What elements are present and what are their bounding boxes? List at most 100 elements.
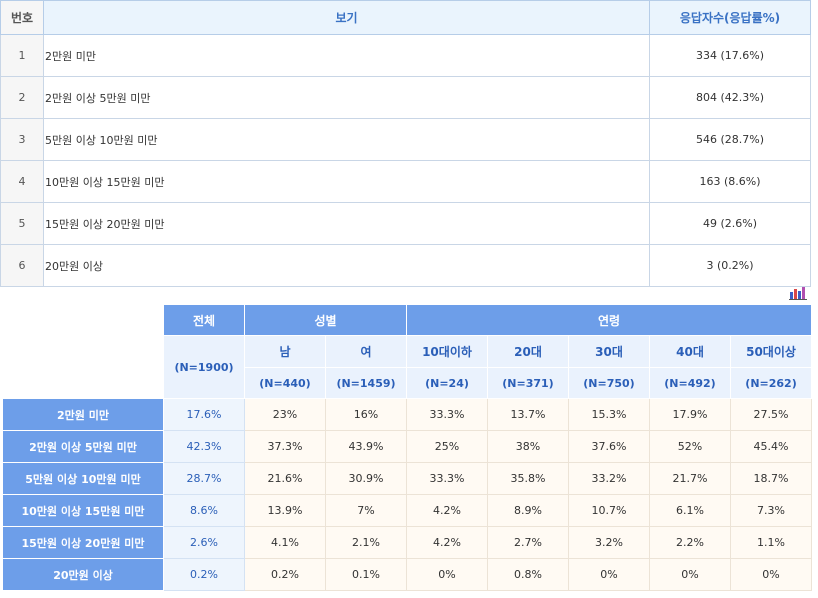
answer-table: 번호 보기 응답자수(응답률%) 1 2만원 미만 334 (17.6%) 2 … xyxy=(0,0,811,287)
cell-value: 21.7% xyxy=(649,462,731,495)
row-label: 5만원 이상 10만원 미만 xyxy=(2,462,164,495)
header-n: (N=1459) xyxy=(325,367,407,399)
row-number: 6 xyxy=(0,244,44,287)
row-label: 20만원 이상 xyxy=(2,558,164,591)
row-total: 28.7% xyxy=(163,462,245,495)
row-total: 42.3% xyxy=(163,430,245,463)
cell-value: 0% xyxy=(729,558,813,591)
row-total: 17.6% xyxy=(163,398,245,431)
header-male: 남 xyxy=(244,335,326,368)
cell-value: 21.6% xyxy=(244,462,326,495)
cell-value: 33.2% xyxy=(568,462,650,495)
row-count: 546 (28.7%) xyxy=(649,118,811,161)
cell-value: 4.2% xyxy=(406,494,488,527)
row-number: 1 xyxy=(0,34,44,77)
cell-value: 16% xyxy=(325,398,407,431)
row-count: 334 (17.6%) xyxy=(649,34,811,77)
cell-value: 35.8% xyxy=(487,462,569,495)
header-n: (N=371) xyxy=(487,367,569,399)
header-age-40s: 40대 xyxy=(649,335,731,368)
cell-value: 0% xyxy=(568,558,650,591)
header-n: (N=750) xyxy=(568,367,650,399)
bar-chart-icon[interactable] xyxy=(789,286,807,300)
cell-value: 0.1% xyxy=(325,558,407,591)
crosstab-row: 15만원 이상 20만원 미만 2.6% 4.1% 2.1% 4.2% 2.7%… xyxy=(2,526,813,559)
crosstab-corner xyxy=(2,304,164,399)
cell-value: 10.7% xyxy=(568,494,650,527)
row-number: 4 xyxy=(0,160,44,203)
header-age-30s: 30대 xyxy=(568,335,650,368)
row-label: 15만원 이상 20만원 미만 xyxy=(2,526,164,559)
cell-value: 0.2% xyxy=(244,558,326,591)
cell-value: 52% xyxy=(649,430,731,463)
row-total: 2.6% xyxy=(163,526,245,559)
crosstab-row: 20만원 이상 0.2% 0.2% 0.1% 0% 0.8% 0% 0% 0% xyxy=(2,558,813,591)
header-total: 전체 xyxy=(163,304,245,336)
table-row: 2 2만원 이상 5만원 미만 804 (42.3%) xyxy=(0,76,811,119)
row-total: 0.2% xyxy=(163,558,245,591)
table-row: 6 20만원 이상 3 (0.2%) xyxy=(0,244,811,287)
cell-value: 30.9% xyxy=(325,462,407,495)
row-option: 2만원 미만 xyxy=(43,34,650,77)
cell-value: 7.3% xyxy=(729,494,813,527)
cell-value: 45.4% xyxy=(729,430,813,463)
table-row: 3 5만원 이상 10만원 미만 546 (28.7%) xyxy=(0,118,811,161)
cell-value: 38% xyxy=(487,430,569,463)
cell-value: 0.8% xyxy=(487,558,569,591)
cell-value: 8.9% xyxy=(487,494,569,527)
header-n: (N=24) xyxy=(406,367,488,399)
table-row: 1 2만원 미만 334 (17.6%) xyxy=(0,34,811,77)
cell-value: 25% xyxy=(406,430,488,463)
cell-value: 18.7% xyxy=(729,462,813,495)
cell-value: 37.6% xyxy=(568,430,650,463)
header-n: (N=262) xyxy=(729,367,813,399)
header-age-10s: 10대이하 xyxy=(406,335,488,368)
cell-value: 17.9% xyxy=(649,398,731,431)
cell-value: 2.1% xyxy=(325,526,407,559)
header-number: 번호 xyxy=(0,0,44,35)
header-age-20s: 20대 xyxy=(487,335,569,368)
row-count: 49 (2.6%) xyxy=(649,202,811,245)
cell-value: 15.3% xyxy=(568,398,650,431)
table-row: 4 10만원 이상 15만원 미만 163 (8.6%) xyxy=(0,160,811,203)
cell-value: 4.1% xyxy=(244,526,326,559)
header-count: 응답자수(응답률%) xyxy=(649,0,811,35)
header-female: 여 xyxy=(325,335,407,368)
header-n: (N=440) xyxy=(244,367,326,399)
crosstab-row: 10만원 이상 15만원 미만 8.6% 13.9% 7% 4.2% 8.9% … xyxy=(2,494,813,527)
header-group-gender: 성별 xyxy=(244,304,407,336)
crosstab-row: 5만원 이상 10만원 미만 28.7% 21.6% 30.9% 33.3% 3… xyxy=(2,462,813,495)
row-label: 2만원 이상 5만원 미만 xyxy=(2,430,164,463)
cell-value: 7% xyxy=(325,494,407,527)
cell-value: 13.9% xyxy=(244,494,326,527)
row-count: 163 (8.6%) xyxy=(649,160,811,203)
cell-value: 33.3% xyxy=(406,398,488,431)
crosstab-row: 2만원 미만 17.6% 23% 16% 33.3% 13.7% 15.3% 1… xyxy=(2,398,813,431)
cell-value: 2.2% xyxy=(649,526,731,559)
cell-value: 23% xyxy=(244,398,326,431)
cell-value: 0% xyxy=(406,558,488,591)
cell-value: 1.1% xyxy=(729,526,813,559)
cell-value: 2.7% xyxy=(487,526,569,559)
header-age-50s: 50대이상 xyxy=(729,335,813,368)
row-option: 15만원 이상 20만원 미만 xyxy=(43,202,650,245)
cell-value: 4.2% xyxy=(406,526,488,559)
cell-value: 37.3% xyxy=(244,430,326,463)
row-total: 8.6% xyxy=(163,494,245,527)
row-label: 10만원 이상 15만원 미만 xyxy=(2,494,164,527)
header-option: 보기 xyxy=(43,0,650,35)
row-label: 2만원 미만 xyxy=(2,398,164,431)
crosstab-table: 전체 성별 연령 (N=1900) 남 여 10대이하 20대 30대 40대 … xyxy=(2,304,813,591)
row-number: 5 xyxy=(0,202,44,245)
header-n: (N=492) xyxy=(649,367,731,399)
table-row: 5 15만원 이상 20만원 미만 49 (2.6%) xyxy=(0,202,811,245)
row-option: 5만원 이상 10만원 미만 xyxy=(43,118,650,161)
header-group-age: 연령 xyxy=(405,304,813,336)
cell-value: 3.2% xyxy=(568,526,650,559)
row-count: 804 (42.3%) xyxy=(649,76,811,119)
row-count: 3 (0.2%) xyxy=(649,244,811,287)
row-option: 20만원 이상 xyxy=(43,244,650,287)
cell-value: 33.3% xyxy=(406,462,488,495)
cell-value: 6.1% xyxy=(649,494,731,527)
cell-value: 43.9% xyxy=(325,430,407,463)
